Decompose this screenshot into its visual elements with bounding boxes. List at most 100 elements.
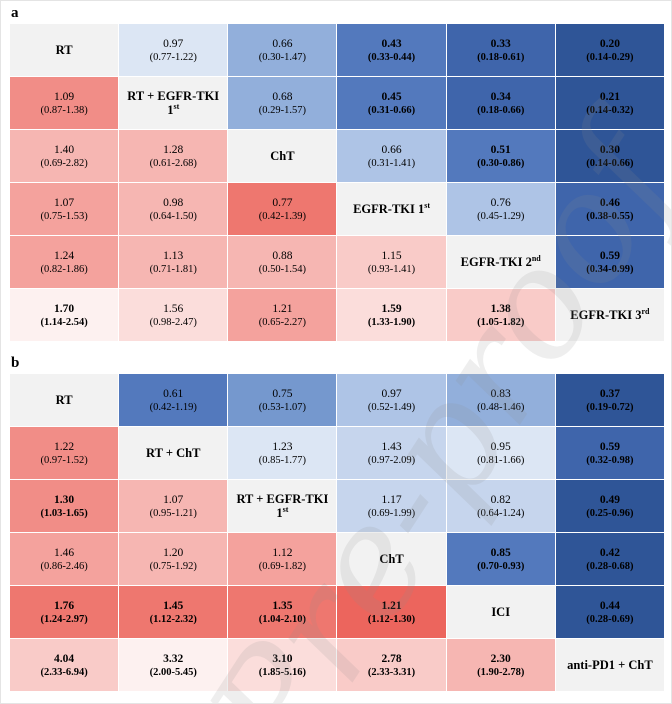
confidence-interval: (0.53-1.07) (258, 401, 307, 413)
confidence-interval: (0.48-1.46) (477, 401, 525, 413)
confidence-interval: (0.30-1.47) (258, 51, 307, 63)
estimate-cell: 0.88 (0.50-1.54) (227, 235, 338, 289)
treatment-cell: RT + EGFR-TKI 1st (118, 76, 229, 130)
hazard-ratio-value: 0.46 (599, 196, 620, 209)
treatment-label: ChT (379, 552, 404, 566)
hazard-ratio-value: 1.30 (54, 493, 75, 506)
treatment-label: RT + ChT (146, 446, 201, 460)
estimate-cell: 0.95 (0.81-1.66) (445, 426, 556, 480)
hazard-ratio-value: 0.68 (272, 90, 293, 103)
treatment-label: RT + EGFR-TKI 1 (127, 89, 220, 117)
hazard-ratio-value: 0.61 (163, 387, 184, 400)
hazard-ratio-value: 1.20 (163, 546, 184, 559)
confidence-interval: (0.61-2.68) (149, 157, 197, 169)
estimate-cell: 1.24 (0.82-1.86) (8, 235, 120, 289)
confidence-interval: (2.33-6.94) (40, 666, 88, 678)
table-row: RT 0.97 (0.77-1.22) 0.66 (0.30-1.47) 0.43 (0.3… (8, 23, 666, 77)
confidence-interval: (0.45-1.29) (477, 210, 525, 222)
treatment-label: anti-PD1 + ChT (567, 658, 653, 672)
confidence-interval: (0.64-1.24) (477, 507, 525, 519)
hazard-ratio-value: 1.59 (381, 302, 402, 315)
treatment-label-ordinal: st (424, 200, 431, 210)
confidence-interval: (0.95-1.21) (149, 507, 197, 519)
confidence-interval: (0.14-0.32) (586, 104, 634, 116)
treatment-label-ordinal: rd (641, 306, 650, 316)
confidence-interval: (0.25-0.96) (586, 507, 634, 519)
hazard-ratio-value: 2.78 (381, 652, 402, 665)
estimate-cell: 0.83 (0.48-1.46) (445, 373, 556, 427)
table-row: RT 0.61 (0.42-1.19) 0.75 (0.53-1.07) 0.97 (0.5… (8, 373, 666, 427)
hazard-ratio-value: 1.28 (163, 143, 184, 156)
confidence-interval: (0.81-1.66) (477, 454, 525, 466)
hazard-ratio-value: 1.46 (54, 546, 75, 559)
confidence-interval: (1.05-1.82) (477, 316, 525, 328)
estimate-cell: 1.23 (0.85-1.77) (227, 426, 338, 480)
estimate-cell: 1.07 (0.75-1.53) (8, 182, 120, 236)
panel-a-label: a (11, 5, 19, 21)
confidence-interval: (0.42-1.39) (258, 210, 307, 222)
hazard-ratio-value: 1.17 (381, 493, 402, 506)
hazard-ratio-value: 1.23 (272, 440, 293, 453)
estimate-cell: 1.59 (1.33-1.90) (336, 288, 447, 342)
estimate-cell: 0.33 (0.18-0.61) (445, 23, 556, 77)
estimate-cell: 0.34 (0.18-0.66) (445, 76, 556, 130)
table-row: 1.07 (0.75-1.53) 0.98 (0.64-1.50) 0.77 (0.42-… (8, 182, 666, 236)
estimate-cell: 0.97 (0.52-1.49) (336, 373, 447, 427)
confidence-interval: (0.18-0.61) (477, 51, 525, 63)
treatment-label: ChT (270, 149, 295, 163)
estimate-cell: 0.97 (0.77-1.22) (118, 23, 229, 77)
hazard-ratio-value: 1.12 (272, 546, 293, 559)
treatment-label: RT + EGFR-TKI 1 (236, 492, 329, 520)
estimate-cell: 0.59 (0.32-0.98) (554, 426, 666, 480)
hazard-ratio-value: 1.38 (490, 302, 511, 315)
confidence-interval: (0.33-0.44) (367, 51, 416, 63)
estimate-cell: 0.61 (0.42-1.19) (118, 373, 229, 427)
hazard-ratio-value: 0.88 (272, 249, 293, 262)
hazard-ratio-value: 1.21 (272, 302, 293, 315)
estimate-cell: 1.15 (0.93-1.41) (336, 235, 447, 289)
confidence-interval: (0.52-1.49) (367, 401, 416, 413)
estimate-cell: 1.13 (0.71-1.81) (118, 235, 229, 289)
confidence-interval: (0.18-0.66) (477, 104, 525, 116)
table-row: 1.46 (0.86-2.46) 1.20 (0.75-1.92) 1.12 (0.69-… (8, 532, 666, 586)
hazard-ratio-value: 0.34 (490, 90, 511, 103)
estimate-cell: 1.17 (0.69-1.99) (336, 479, 447, 533)
estimate-cell: 0.77 (0.42-1.39) (227, 182, 338, 236)
confidence-interval: (0.50-1.54) (258, 263, 307, 275)
estimate-cell: 0.21 (0.14-0.32) (554, 76, 666, 130)
estimate-cell: 0.45 (0.31-0.66) (336, 76, 447, 130)
confidence-interval: (0.93-1.41) (367, 263, 416, 275)
hazard-ratio-value: 4.04 (54, 652, 75, 665)
confidence-interval: (1.04-2.10) (258, 613, 307, 625)
estimate-cell: 0.42 (0.28-0.68) (554, 532, 666, 586)
confidence-interval: (1.12-1.30) (367, 613, 416, 625)
confidence-interval: (0.69-1.82) (258, 560, 307, 572)
hazard-ratio-value: 0.77 (272, 196, 293, 209)
estimate-cell: 1.30 (1.03-1.65) (8, 479, 120, 533)
estimate-cell: 0.98 (0.64-1.50) (118, 182, 229, 236)
treatment-cell: EGFR-TKI 1st (336, 182, 447, 236)
hazard-ratio-value: 1.07 (54, 196, 75, 209)
hazard-ratio-value: 0.49 (599, 493, 620, 506)
treatment-label-ordinal: st (173, 101, 180, 111)
hazard-ratio-value: 3.32 (163, 652, 184, 665)
league-table-a-body: RT 0.97 (0.77-1.22) 0.66 (0.30-1.47) 0.43 (0.3… (8, 23, 666, 342)
table-row: 4.04 (2.33-6.94) 3.32 (2.00-5.45) 3.10 (1.85-… (8, 638, 666, 692)
treatment-label: ICI (491, 605, 511, 619)
table-row: 1.76 (1.24-2.97) 1.45 (1.12-2.32) 1.35 (1.04-… (8, 585, 666, 639)
hazard-ratio-value: 0.33 (490, 37, 511, 50)
estimate-cell: 1.20 (0.75-1.92) (118, 532, 229, 586)
treatment-label-ordinal: st (282, 504, 289, 514)
confidence-interval: (0.87-1.38) (40, 104, 88, 116)
hazard-ratio-value: 0.59 (599, 249, 620, 262)
league-table-b: RT 0.61 (0.42-1.19) 0.75 (0.53-1.07) 0.97 (0.5… (8, 373, 666, 692)
hazard-ratio-value: 3.10 (272, 652, 293, 665)
hazard-ratio-value: 1.70 (54, 302, 75, 315)
table-row: 1.24 (0.82-1.86) 1.13 (0.71-1.81) 0.88 (0.50-… (8, 235, 666, 289)
treatment-cell: RT (8, 23, 120, 77)
confidence-interval: (1.90-2.78) (477, 666, 525, 678)
treatment-cell: ChT (227, 129, 338, 183)
league-table-b-body: RT 0.61 (0.42-1.19) 0.75 (0.53-1.07) 0.97 (0.5… (8, 373, 666, 692)
confidence-interval: (1.85-5.16) (258, 666, 307, 678)
confidence-interval: (0.42-1.19) (149, 401, 197, 413)
